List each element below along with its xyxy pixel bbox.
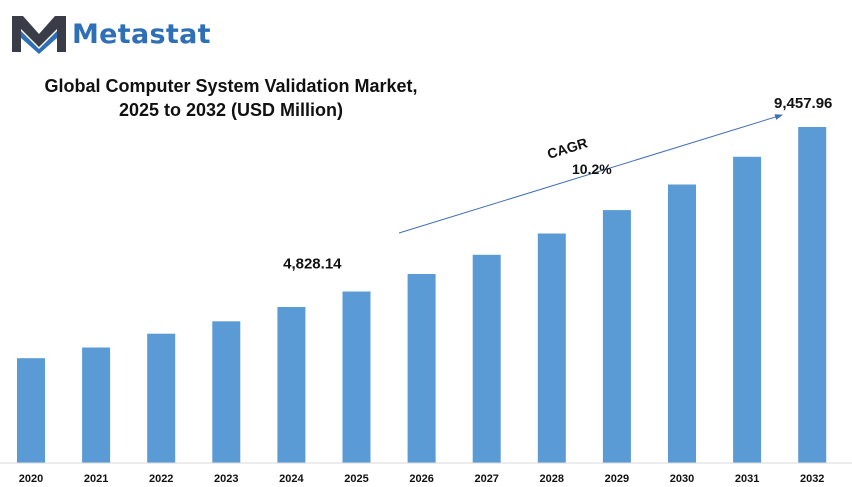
chart-title-line-2: 2025 to 2032 (USD Million): [118, 100, 344, 120]
x-tick-label-2029: 2029: [605, 473, 629, 485]
data-label-2025: 4,828.14: [283, 256, 342, 273]
cagr-label: CAGR: [545, 135, 589, 162]
bar-2025: [342, 291, 371, 463]
bar-2030: [668, 184, 696, 463]
x-tick-label-2030: 2030: [670, 473, 694, 485]
bar-2023: [212, 321, 241, 463]
bar-2022: [147, 333, 176, 463]
bar-2026: [407, 274, 436, 463]
chart-title-line-1: Global Computer System Validation Market…: [44, 76, 418, 96]
chart-title: Global Computer System Validation Market…: [0, 74, 462, 122]
bar-2029: [602, 210, 631, 463]
x-tick-label-2026: 2026: [409, 473, 433, 485]
bar-series: [17, 127, 827, 464]
x-tick-label-2032: 2032: [800, 473, 824, 485]
bar-2032: [798, 127, 827, 463]
brand-logo: Metastat: [10, 14, 211, 54]
x-tick-label-2023: 2023: [214, 473, 238, 485]
x-tick-label-2028: 2028: [540, 473, 564, 485]
x-axis-ticks: 2020 2021 2022 2023 2024 2025 2026 2027 2028 2029…: [19, 473, 825, 485]
bar-2020: [17, 358, 45, 463]
bar-2028: [537, 233, 566, 463]
data-labels: 4,828.14 9,457.96: [283, 95, 832, 273]
x-tick-label-2025: 2025: [344, 473, 368, 485]
metastat-m-logo-icon: [12, 16, 66, 54]
x-tick-label-2027: 2027: [474, 473, 498, 485]
bar-2031: [733, 156, 762, 464]
x-tick-label-2024: 2024: [279, 473, 304, 485]
cagr-arrow: [398, 114, 783, 234]
data-label-2032: 9,457.96: [774, 95, 832, 112]
bar-2021: [82, 347, 111, 463]
brand-name: Metastat: [72, 18, 211, 50]
x-tick-label-2020: 2020: [19, 473, 43, 485]
x-tick-label-2021: 2021: [84, 473, 108, 485]
x-tick-label-2031: 2031: [735, 473, 759, 485]
x-tick-label-2022: 2022: [149, 473, 173, 485]
cagr-value: 10.2%: [572, 161, 612, 177]
bar-2027: [472, 254, 501, 463]
bar-2024: [277, 307, 306, 463]
